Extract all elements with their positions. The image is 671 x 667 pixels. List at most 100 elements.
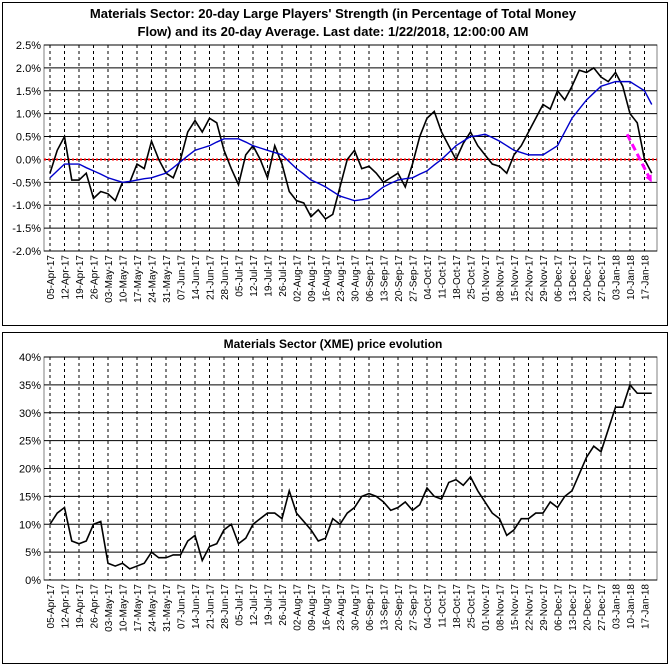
y-tick-label: 30% [19,408,41,420]
x-tick-label: 07-Jun-17 [177,584,188,629]
y-tick-label: 15% [19,491,41,503]
x-tick-label: 12-Jul-17 [249,255,260,297]
x-tick-label: 24-May-17 [148,584,159,632]
chart-title: Materials Sector: 20-day Large Players' … [90,6,577,21]
x-tick-label: 29-Nov-17 [539,584,550,631]
y-tick-label: 10% [19,519,41,531]
x-tick-label: 12-Apr-17 [61,584,72,629]
arrow-head [645,174,652,183]
x-tick-label: 26-Jul-17 [278,255,289,297]
x-tick-label: 12-Jul-17 [249,584,260,626]
x-tick-label: 02-Aug-17 [293,584,304,631]
x-tick-label: 06-Sep-17 [365,255,376,302]
y-tick-label: 25% [19,436,41,448]
x-tick-label: 28-Jun-17 [220,584,231,629]
x-tick-label: 11-Oct-17 [438,255,449,299]
x-tick-label: 25-Oct-17 [467,255,478,300]
y-tick-label: 40% [19,352,41,364]
x-tick-label: 23-Aug-17 [336,255,347,302]
y-tick-label: 2.0% [16,63,41,75]
x-tick-label: 09-Aug-17 [307,255,318,302]
x-tick-label: 27-Dec-17 [597,255,608,302]
x-tick-label: 22-Nov-17 [525,255,536,302]
x-tick-label: 01-Nov-17 [481,584,492,631]
x-tick-label: 02-Aug-17 [293,255,304,302]
x-tick-label: 20-Dec-17 [583,255,594,302]
x-tick-label: 16-Aug-17 [322,584,333,631]
x-tick-label: 17-Jan-18 [641,255,652,300]
y-tick-label: -1.0% [12,200,41,212]
y-tick-label: -2.0% [12,246,41,258]
x-tick-label: 10-May-17 [119,584,130,632]
x-tick-label: 25-Oct-17 [467,584,478,629]
x-tick-label: 01-Nov-17 [481,255,492,302]
x-tick-label: 20-Sep-17 [394,584,405,631]
x-tick-label: 05-Jul-17 [235,584,246,626]
x-tick-label: 03-May-17 [104,255,115,303]
x-tick-label: 27-Sep-17 [409,255,420,302]
x-tick-label: 18-Oct-17 [452,255,463,300]
x-tick-label: 08-Nov-17 [496,255,507,302]
y-tick-label: 1.5% [16,86,41,98]
x-tick-label: 19-Jul-17 [264,255,275,297]
x-tick-label: 21-Jun-17 [206,255,217,300]
x-tick-label: 10-Jan-18 [626,584,637,629]
x-tick-label: 20-Dec-17 [583,584,594,631]
x-tick-label: 17-May-17 [133,584,144,632]
x-tick-label: 19-Apr-17 [75,255,86,300]
chart-title: Materials Sector (XME) price evolution [224,337,443,351]
chart-title: Flow) and its 20-day Average. Last date:… [138,24,529,39]
x-tick-label: 27-Sep-17 [409,584,420,631]
y-tick-label: -1.5% [12,223,41,235]
x-tick-label: 14-Jun-17 [191,584,202,629]
x-tick-label: 06-Dec-17 [554,584,565,631]
y-tick-label: 2.5% [16,40,41,52]
y-tick-label: 20% [19,464,41,476]
x-tick-label: 03-May-17 [104,584,115,632]
x-tick-label: 26-Apr-17 [90,255,101,300]
y-tick-label: 0% [25,575,41,587]
x-tick-label: 19-Apr-17 [75,584,86,629]
x-tick-label: 04-Oct-17 [423,255,434,300]
x-tick-label: 03-Jan-18 [612,255,623,300]
x-tick-label: 30-Aug-17 [351,255,362,302]
x-tick-label: 14-Jun-17 [191,255,202,300]
x-tick-label: 31-May-17 [162,255,173,303]
data-line [49,80,653,202]
x-tick-label: 26-Apr-17 [90,584,101,629]
x-tick-label: 08-Nov-17 [496,584,507,631]
x-tick-label: 23-Aug-17 [336,584,347,631]
x-tick-label: 13-Dec-17 [568,584,579,631]
x-tick-label: 18-Oct-17 [452,584,463,629]
x-tick-label: 17-Jan-18 [641,584,652,629]
x-tick-label: 19-Jul-17 [264,584,275,626]
y-tick-label: 5% [25,547,41,559]
x-tick-label: 28-Jun-17 [220,255,231,300]
trend-arrow [625,133,654,184]
x-tick-label: 24-May-17 [148,255,159,303]
x-tick-label: 11-Oct-17 [438,584,449,628]
x-tick-label: 13-Sep-17 [380,584,391,631]
y-tick-label: 0.0% [16,154,41,166]
x-tick-label: 06-Sep-17 [365,584,376,631]
x-tick-label: 07-Jun-17 [177,255,188,300]
y-tick-label: 1.0% [16,109,41,121]
x-tick-label: 27-Dec-17 [597,584,608,631]
x-tick-label: 31-May-17 [162,584,173,632]
plot-area [43,44,658,252]
x-tick-label: 15-Nov-17 [510,255,521,302]
x-tick-label: 20-Sep-17 [394,255,405,302]
x-tick-label: 21-Jun-17 [206,584,217,629]
x-tick-label: 06-Dec-17 [554,255,565,302]
x-tick-label: 22-Nov-17 [525,584,536,631]
y-tick-label: 35% [19,380,41,392]
x-tick-label: 05-Apr-17 [46,255,57,300]
x-tick-label: 10-May-17 [119,255,130,303]
data-line [49,383,652,570]
x-tick-label: 15-Nov-17 [510,584,521,631]
x-tick-label: 03-Jan-18 [612,584,623,629]
x-tick-label: 04-Oct-17 [423,584,434,629]
x-tick-label: 30-Aug-17 [351,584,362,631]
data-line [49,66,653,221]
x-tick-label: 10-Jan-18 [626,255,637,300]
